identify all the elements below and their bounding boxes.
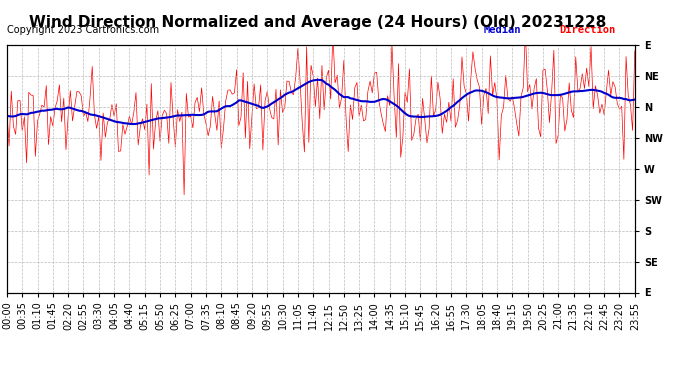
Text: Copyright 2023 Cartronics.com: Copyright 2023 Cartronics.com <box>7 25 159 35</box>
Text: Wind Direction Normalized and Average (24 Hours) (Old) 20231228: Wind Direction Normalized and Average (2… <box>29 15 606 30</box>
Text: Median: Median <box>484 25 522 35</box>
Text: Direction: Direction <box>560 25 615 35</box>
